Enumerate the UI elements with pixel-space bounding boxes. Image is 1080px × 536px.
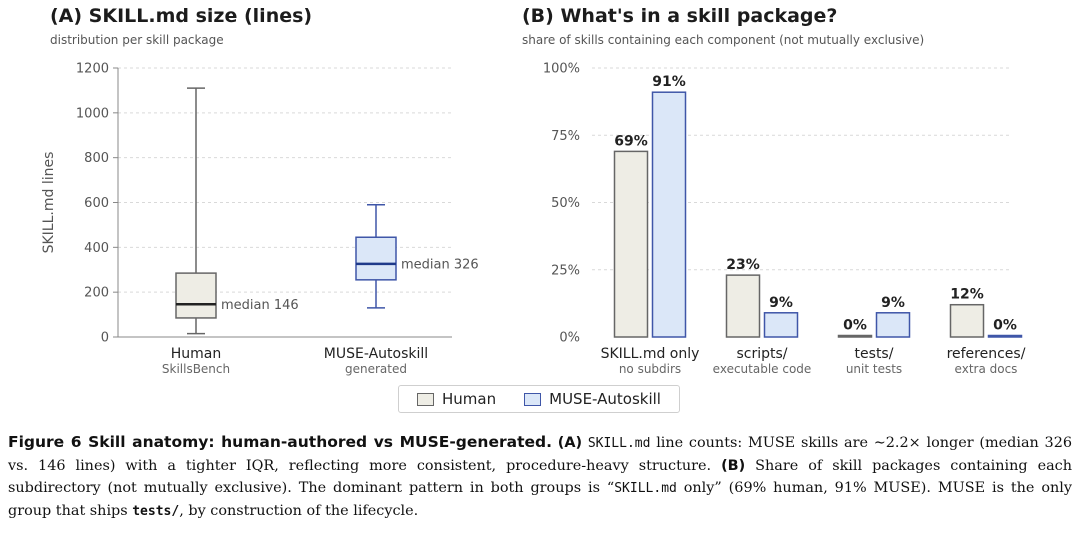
legend-swatch-muse — [524, 392, 542, 406]
chart-legend: Human MUSE-Autoskill — [398, 385, 680, 413]
x-group-label-a: MUSE-Autoskill — [324, 346, 428, 362]
caption-b-code2: tests/ — [132, 504, 180, 519]
box-iqr — [175, 272, 217, 319]
bar — [949, 303, 985, 338]
legend-label-muse: MUSE-Autoskill — [549, 390, 661, 408]
y-tick-label-a: 800 — [84, 151, 109, 166]
legend-swatch-human — [417, 392, 435, 406]
panel-b-subtitle: share of skills containing each componen… — [522, 33, 925, 47]
y-tick-label-b: 50% — [551, 196, 580, 211]
bar-value-label: 0% — [843, 318, 867, 334]
caption-b-text: Share of skill packages containing each … — [8, 458, 1072, 496]
bar-value-label: 23% — [726, 257, 760, 273]
x-category-sub-b: no subdirs — [619, 362, 681, 376]
caption-b-code: SKILL.md — [614, 481, 677, 496]
legend-label-human: Human — [442, 390, 497, 408]
x-category-label-b: SKILL.md only — [601, 346, 700, 362]
caption-a-tag: (A) — [557, 435, 583, 451]
y-tick-label-b: 100% — [543, 62, 580, 77]
bar — [837, 334, 873, 338]
bar-value-label: 0% — [993, 318, 1017, 334]
x-category-sub-b: unit tests — [846, 362, 902, 376]
bar — [651, 91, 687, 338]
panel-b-title: (B) What's in a skill package? — [522, 5, 838, 27]
box-median-label: median 146 — [221, 298, 299, 313]
x-category-label-b: scripts/ — [736, 346, 787, 362]
bar — [613, 150, 649, 338]
y-tick-label-b: 0% — [559, 331, 580, 346]
y-tick-label-a: 1200 — [76, 62, 109, 77]
x-category-sub-b: extra docs — [955, 362, 1018, 376]
panel-a-subtitle: distribution per skill package — [50, 33, 224, 47]
caption-a-text: line counts: MUSE skills are ∼2.2× longe… — [8, 435, 1073, 474]
bar — [987, 334, 1023, 338]
y-axis-label-a: SKILL.md lines — [41, 152, 57, 254]
legend-item-human: Human — [417, 390, 496, 408]
y-tick-label-a: 600 — [84, 196, 109, 211]
bar-value-label: 9% — [881, 295, 905, 311]
y-tick-label-a: 400 — [84, 241, 109, 256]
y-tick-label-b: 75% — [551, 129, 580, 144]
panel-a-title: (A) SKILL.md size (lines) — [50, 5, 313, 27]
y-tick-label-b: 25% — [551, 263, 580, 278]
legend-item-muse: MUSE-Autoskill — [524, 390, 661, 408]
bar — [725, 274, 761, 338]
box-median-label: median 326 — [401, 257, 479, 272]
y-tick-label-a: 1000 — [76, 106, 109, 121]
x-group-sub-a: generated — [345, 362, 407, 376]
box-iqr — [355, 236, 397, 281]
chart-canvas: 0 200 400 600 800 1000 1200 SKILL.md lines media… — [41, 62, 1026, 377]
x-group-sub-a: SkillsBench — [162, 362, 230, 376]
bar — [763, 312, 799, 338]
y-tick-label-a: 200 — [84, 286, 109, 301]
caption-b-text2: only” (69% human, 91% MUSE). MUSE is the… — [8, 480, 1072, 519]
bar-value-label: 12% — [950, 287, 984, 303]
bar-value-label: 9% — [769, 295, 793, 311]
bar-value-label: 91% — [652, 74, 686, 90]
caption-head: Figure 6 Skill anatomy: human-authored v… — [8, 433, 552, 451]
figure-caption: Figure 6 Skill anatomy: human-authored v… — [8, 431, 1072, 523]
caption-b-text3: , by construction of the lifecycle. — [179, 503, 419, 519]
bar-value-label: 69% — [614, 133, 648, 149]
x-category-sub-b: executable code — [713, 362, 812, 376]
x-category-label-b: references/ — [947, 346, 1026, 362]
x-category-label-b: tests/ — [855, 346, 894, 362]
x-group-label-a: Human — [171, 346, 222, 362]
caption-b-tag: (B) — [721, 458, 746, 474]
y-tick-label-a: 0 — [101, 331, 109, 346]
caption-a-code: SKILL.md — [587, 436, 651, 451]
bar — [875, 312, 911, 338]
